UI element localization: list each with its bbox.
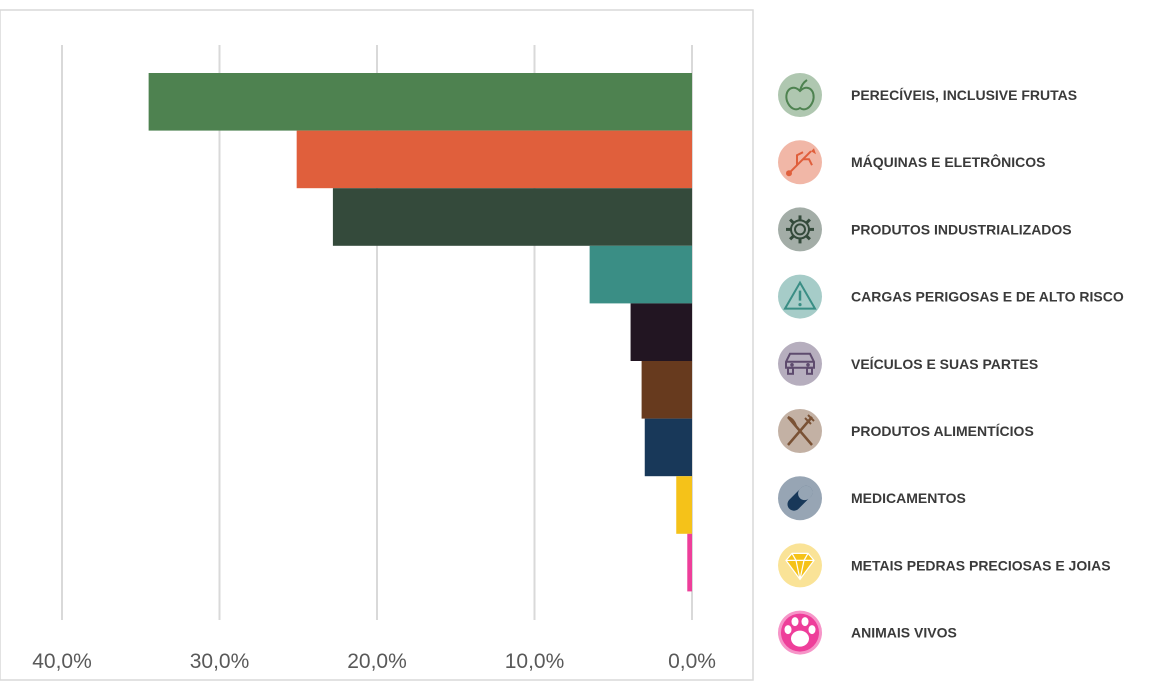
capsule-icon [778,476,822,521]
bars [148,73,692,592]
gear-icon [778,207,822,252]
x-tick-label: 0,0% [668,650,716,673]
legend-item: MEDICAMENTOS [778,476,966,521]
x-tick-label: 20,0% [347,650,407,673]
legend-item: CARGAS PERIGOSAS E DE ALTO RISCO [778,274,1124,319]
legend: PERECÍVEIS, INCLUSIVE FRUTAS MÁQUINAS E E… [778,73,1124,655]
bar [641,361,692,419]
bar [687,533,692,592]
x-tick-label: 30,0% [190,650,250,673]
legend-item: VEÍCULOS E SUAS PARTES [778,341,1038,386]
legend-label: CARGAS PERIGOSAS E DE ALTO RISCO [851,289,1124,305]
legend-item: METAIS PEDRAS PRECIOSAS E JOIAS [778,543,1111,588]
bar [676,476,692,534]
x-axis-ticks: 40,0% 30,0% 20,0% 10,0% 0,0% [32,650,716,673]
fork-knife-icon [778,409,822,453]
legend-item: PERECÍVEIS, INCLUSIVE FRUTAS [778,73,1077,117]
bar [148,73,692,131]
warning-triangle-icon [778,274,822,319]
apple-icon [778,73,822,117]
x-tick-label: 40,0% [32,650,92,673]
legend-label: MEDICAMENTOS [851,490,966,506]
legend-item: PRODUTOS INDUSTRIALIZADOS [778,207,1072,252]
legend-label: MÁQUINAS E ELETRÔNICOS [851,153,1045,170]
car-icon [778,341,822,386]
bar [332,188,692,246]
legend-label: PERECÍVEIS, INCLUSIVE FRUTAS [851,87,1077,103]
bar [630,303,692,361]
bar [296,130,692,189]
legend-label: PRODUTOS ALIMENTÍCIOS [851,423,1034,439]
legend-item: ANIMAIS VIVOS [778,610,957,655]
legend-item: PRODUTOS ALIMENTÍCIOS [778,409,1034,453]
usb-plug-icon [778,140,822,185]
bar [644,418,692,477]
paw-icon [778,610,822,655]
plot-area-border [0,9,754,681]
legend-label: PRODUTOS INDUSTRIALIZADOS [851,221,1072,237]
legend-label: METAIS PEDRAS PRECIOSAS E JOIAS [851,557,1111,573]
legend-label: VEÍCULOS E SUAS PARTES [851,356,1038,372]
legend-label: ANIMAIS VIVOS [851,625,957,641]
diamond-icon [778,543,822,588]
bar [589,245,692,304]
x-tick-label: 10,0% [505,650,565,673]
legend-item: MÁQUINAS E ELETRÔNICOS [778,140,1045,185]
